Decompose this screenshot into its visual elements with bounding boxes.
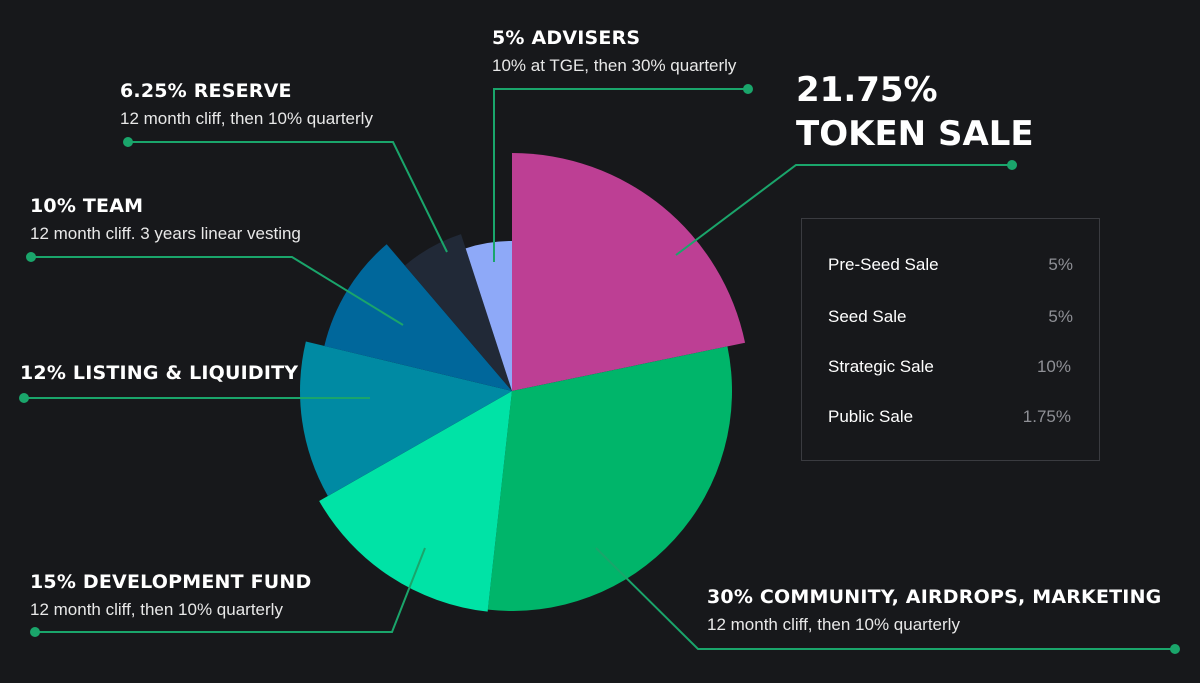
- pie-slice-reserve: [404, 234, 512, 391]
- pie-slice-team: [324, 244, 512, 391]
- label-advisers: 5% ADVISERS 10% at TGE, then 30% quarter…: [492, 27, 736, 76]
- leader-dot-advisers: [743, 84, 753, 94]
- advisers-title: 5% ADVISERS: [492, 27, 641, 49]
- community-subtitle: 12 month cliff, then 10% quarterly: [707, 615, 960, 634]
- pie-slice-development-fund: [319, 391, 512, 612]
- label-listing: 12% LISTING & LIQUIDITY: [20, 362, 298, 384]
- token-sale-percent: 21.75%: [796, 70, 938, 110]
- label-reserve: 6.25% RESERVE 12 month cliff, then 10% q…: [120, 80, 373, 129]
- leader-dot-token-sale: [1007, 160, 1017, 170]
- sale-name: Seed Sale: [828, 307, 907, 326]
- token-sale-title: TOKEN SALE: [796, 114, 1034, 154]
- leader-advisers: [493, 88, 748, 262]
- sale-row: Pre-Seed Sale 5%: [828, 255, 1073, 275]
- leader-dot-community: [1170, 644, 1180, 654]
- team-title: 10% TEAM: [30, 195, 144, 217]
- sale-row: Seed Sale 5%: [828, 307, 1073, 327]
- pie-slice-token-sale: [512, 153, 746, 391]
- sale-row: Strategic Sale 10%: [828, 357, 1071, 377]
- leader-dot-reserve: [123, 137, 133, 147]
- team-subtitle: 12 month cliff. 3 years linear vesting: [30, 224, 301, 243]
- leader-team: [31, 256, 404, 326]
- label-community: 30% COMMUNITY, AIRDROPS, MARKETING 12 mo…: [707, 586, 1161, 635]
- listing-title: 12% LISTING & LIQUIDITY: [20, 362, 299, 384]
- reserve-title: 6.25% RESERVE: [120, 80, 292, 102]
- sale-value: 10%: [1036, 357, 1071, 376]
- leader-dot-team: [26, 252, 36, 262]
- reserve-subtitle: 12 month cliff, then 10% quarterly: [120, 109, 373, 128]
- leader-reserve: [128, 141, 448, 253]
- label-team: 10% TEAM 12 month cliff. 3 years linear …: [30, 195, 301, 244]
- dev-fund-title: 15% DEVELOPMENT FUND: [30, 571, 312, 593]
- leader-token-sale: [675, 164, 1012, 256]
- pie-slice-community-airdrops-marketing: [487, 346, 732, 611]
- label-token-sale: 21.75% TOKEN SALE: [796, 68, 1034, 156]
- sale-breakdown-box: Pre-Seed Sale 5% Seed Sale 5% Strategic …: [801, 218, 1100, 461]
- dev-fund-subtitle: 12 month cliff, then 10% quarterly: [30, 600, 283, 619]
- leader-dot-dev: [30, 627, 40, 637]
- sale-value: 1.75%: [1022, 407, 1071, 426]
- sale-value: 5%: [1048, 307, 1073, 326]
- advisers-subtitle: 10% at TGE, then 30% quarterly: [492, 56, 737, 75]
- sale-row: Public Sale 1.75%: [828, 407, 1071, 427]
- sale-name: Pre-Seed Sale: [828, 255, 939, 274]
- sale-value: 5%: [1048, 255, 1073, 274]
- leader-community: [595, 547, 1175, 650]
- pie-slice-advisers: [465, 241, 512, 391]
- pie-slice-listing-liquidity: [300, 341, 512, 497]
- community-title: 30% COMMUNITY, AIRDROPS, MARKETING: [707, 586, 1162, 608]
- sale-name: Public Sale: [828, 407, 914, 426]
- sale-name: Strategic Sale: [828, 357, 934, 376]
- label-dev-fund: 15% DEVELOPMENT FUND 12 month cliff, the…: [30, 571, 311, 620]
- leader-dev: [35, 547, 426, 633]
- leader-dot-listing: [19, 393, 29, 403]
